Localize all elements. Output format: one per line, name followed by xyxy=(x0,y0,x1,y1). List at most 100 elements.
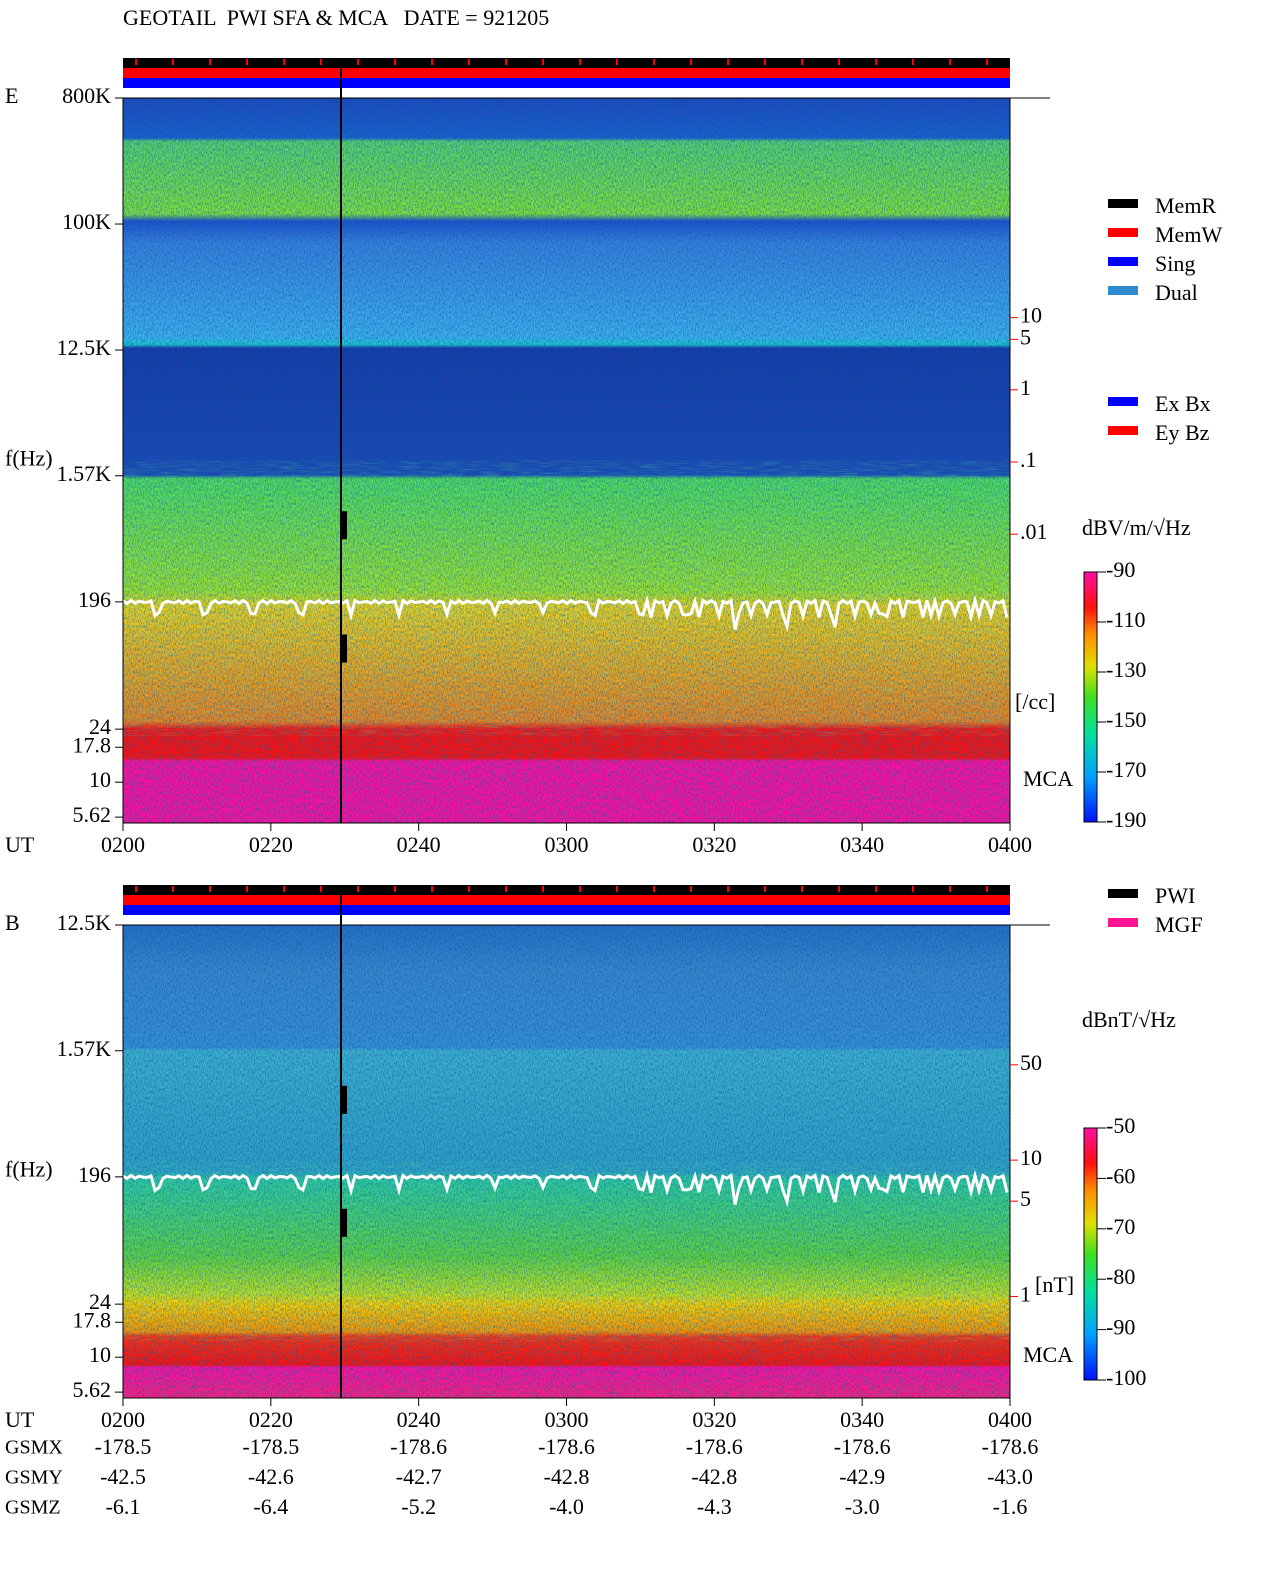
colorbar-label: dBV/m/√Hz xyxy=(1082,515,1191,540)
chart-title: GEOTAIL PWI SFA & MCA DATE = 921205 xyxy=(123,5,549,30)
density-tick-label: 1 xyxy=(1020,1282,1031,1307)
y-axis-label: f(Hz) xyxy=(5,446,53,471)
density-tick-label: .1 xyxy=(1020,447,1037,472)
orbit-value: -5.2 xyxy=(401,1494,436,1519)
status-tick xyxy=(727,59,729,65)
status-bar xyxy=(123,58,1010,68)
legend-label: Ey Bz xyxy=(1155,420,1210,445)
legend-swatch xyxy=(1108,426,1138,435)
colorbar-tick-label: -70 xyxy=(1106,1214,1135,1239)
status-tick xyxy=(875,886,877,892)
x-tick-label: 0200 xyxy=(101,832,145,857)
status-tick xyxy=(357,59,359,65)
colorbar-tick-label: -130 xyxy=(1106,657,1146,682)
status-tick xyxy=(616,886,618,892)
gap-marker xyxy=(342,634,347,663)
spectrogram-streaks xyxy=(123,460,1010,736)
orbit-value: -178.5 xyxy=(95,1434,152,1459)
status-tick xyxy=(394,886,396,892)
plasma-line xyxy=(122,1169,1009,1208)
status-tick xyxy=(172,59,174,65)
colorbar-tick-label: -60 xyxy=(1106,1163,1135,1188)
density-tick-label: .01 xyxy=(1020,519,1048,544)
status-tick xyxy=(949,59,951,65)
status-tick xyxy=(246,886,248,892)
density-tick-label: 1 xyxy=(1020,375,1031,400)
x-tick-label: 0340 xyxy=(840,832,884,857)
legend-swatch xyxy=(1108,889,1138,898)
status-tick xyxy=(394,59,396,65)
orbit-value: -178.6 xyxy=(834,1434,891,1459)
receiver-label: MCA xyxy=(1023,766,1073,791)
status-tick xyxy=(283,59,285,65)
y-axis-label: f(Hz) xyxy=(5,1157,53,1182)
spectrogram-streaks xyxy=(123,1161,1010,1342)
orbit-value: -43.0 xyxy=(987,1464,1033,1489)
colorbar-label: dBnT/√Hz xyxy=(1082,1007,1176,1032)
status-bar xyxy=(123,885,1010,895)
status-tick xyxy=(320,59,322,65)
legend-swatch xyxy=(1108,199,1138,208)
x-tick-label: 0200 xyxy=(101,1407,145,1432)
y-tick-label: 12.5K xyxy=(57,335,112,360)
orbit-value: -3.0 xyxy=(845,1494,880,1519)
colorbar-tick-label: -150 xyxy=(1106,707,1146,732)
legend-swatch xyxy=(1108,228,1138,237)
legend-label: Ex Bx xyxy=(1155,391,1211,416)
colorbar-tick-label: -90 xyxy=(1106,557,1135,582)
y-tick-label: 5.62 xyxy=(73,1377,112,1402)
status-tick xyxy=(875,59,877,65)
status-tick xyxy=(801,59,803,65)
density-tick-label: 10 xyxy=(1020,303,1042,328)
legend-label: Sing xyxy=(1155,251,1195,276)
status-tick xyxy=(986,59,988,65)
status-tick xyxy=(579,886,581,892)
legend-label: PWI xyxy=(1155,883,1195,908)
y-tick-label: 17.8 xyxy=(73,732,112,757)
x-tick-label: 0300 xyxy=(545,832,589,857)
status-tick xyxy=(764,886,766,892)
x-tick-label: 0240 xyxy=(397,1407,441,1432)
orbit-value: -178.5 xyxy=(242,1434,299,1459)
orbit-value: -42.9 xyxy=(839,1464,885,1489)
y-tick-label: 800K xyxy=(62,83,111,108)
status-tick xyxy=(542,886,544,892)
legend-swatch xyxy=(1108,397,1138,406)
status-tick xyxy=(209,59,211,65)
status-tick xyxy=(727,886,729,892)
orbit-value: -42.8 xyxy=(544,1464,590,1489)
status-tick xyxy=(172,886,174,892)
orbit-value: -4.3 xyxy=(697,1494,732,1519)
y-tick-label: 196 xyxy=(78,587,111,612)
legend-label: MemW xyxy=(1155,222,1222,247)
status-tick xyxy=(431,886,433,892)
status-tick xyxy=(135,59,137,65)
status-tick xyxy=(986,886,988,892)
orbit-value: -42.8 xyxy=(691,1464,737,1489)
colorbar-tick-label: -50 xyxy=(1106,1113,1135,1138)
status-tick xyxy=(949,886,951,892)
y-tick-label: 24 xyxy=(89,1289,111,1314)
status-tick xyxy=(357,886,359,892)
orbit-label: GSMZ xyxy=(5,1497,61,1519)
status-tick xyxy=(801,886,803,892)
status-tick xyxy=(320,886,322,892)
orbit-value: -178.6 xyxy=(390,1434,447,1459)
x-tick-label: 0320 xyxy=(692,1407,736,1432)
density-tick-label: 10 xyxy=(1020,1145,1042,1170)
status-tick xyxy=(505,59,507,65)
status-tick xyxy=(135,886,137,892)
density-tick-label: 50 xyxy=(1020,1050,1042,1075)
status-tick xyxy=(912,886,914,892)
receiver-label: MCA xyxy=(1023,1342,1073,1367)
x-tick-label: 0220 xyxy=(249,832,293,857)
y-tick-label: 24 xyxy=(89,714,111,739)
density-tick-label: 5 xyxy=(1020,324,1031,349)
colorbar xyxy=(1083,571,1098,823)
density-label: [nT] xyxy=(1035,1272,1074,1297)
orbit-value: -42.5 xyxy=(100,1464,146,1489)
colorbar xyxy=(1083,1127,1098,1381)
x-tick-label: 0340 xyxy=(840,1407,884,1432)
y-tick-label: 1.57K xyxy=(57,1036,112,1061)
status-tick xyxy=(246,59,248,65)
